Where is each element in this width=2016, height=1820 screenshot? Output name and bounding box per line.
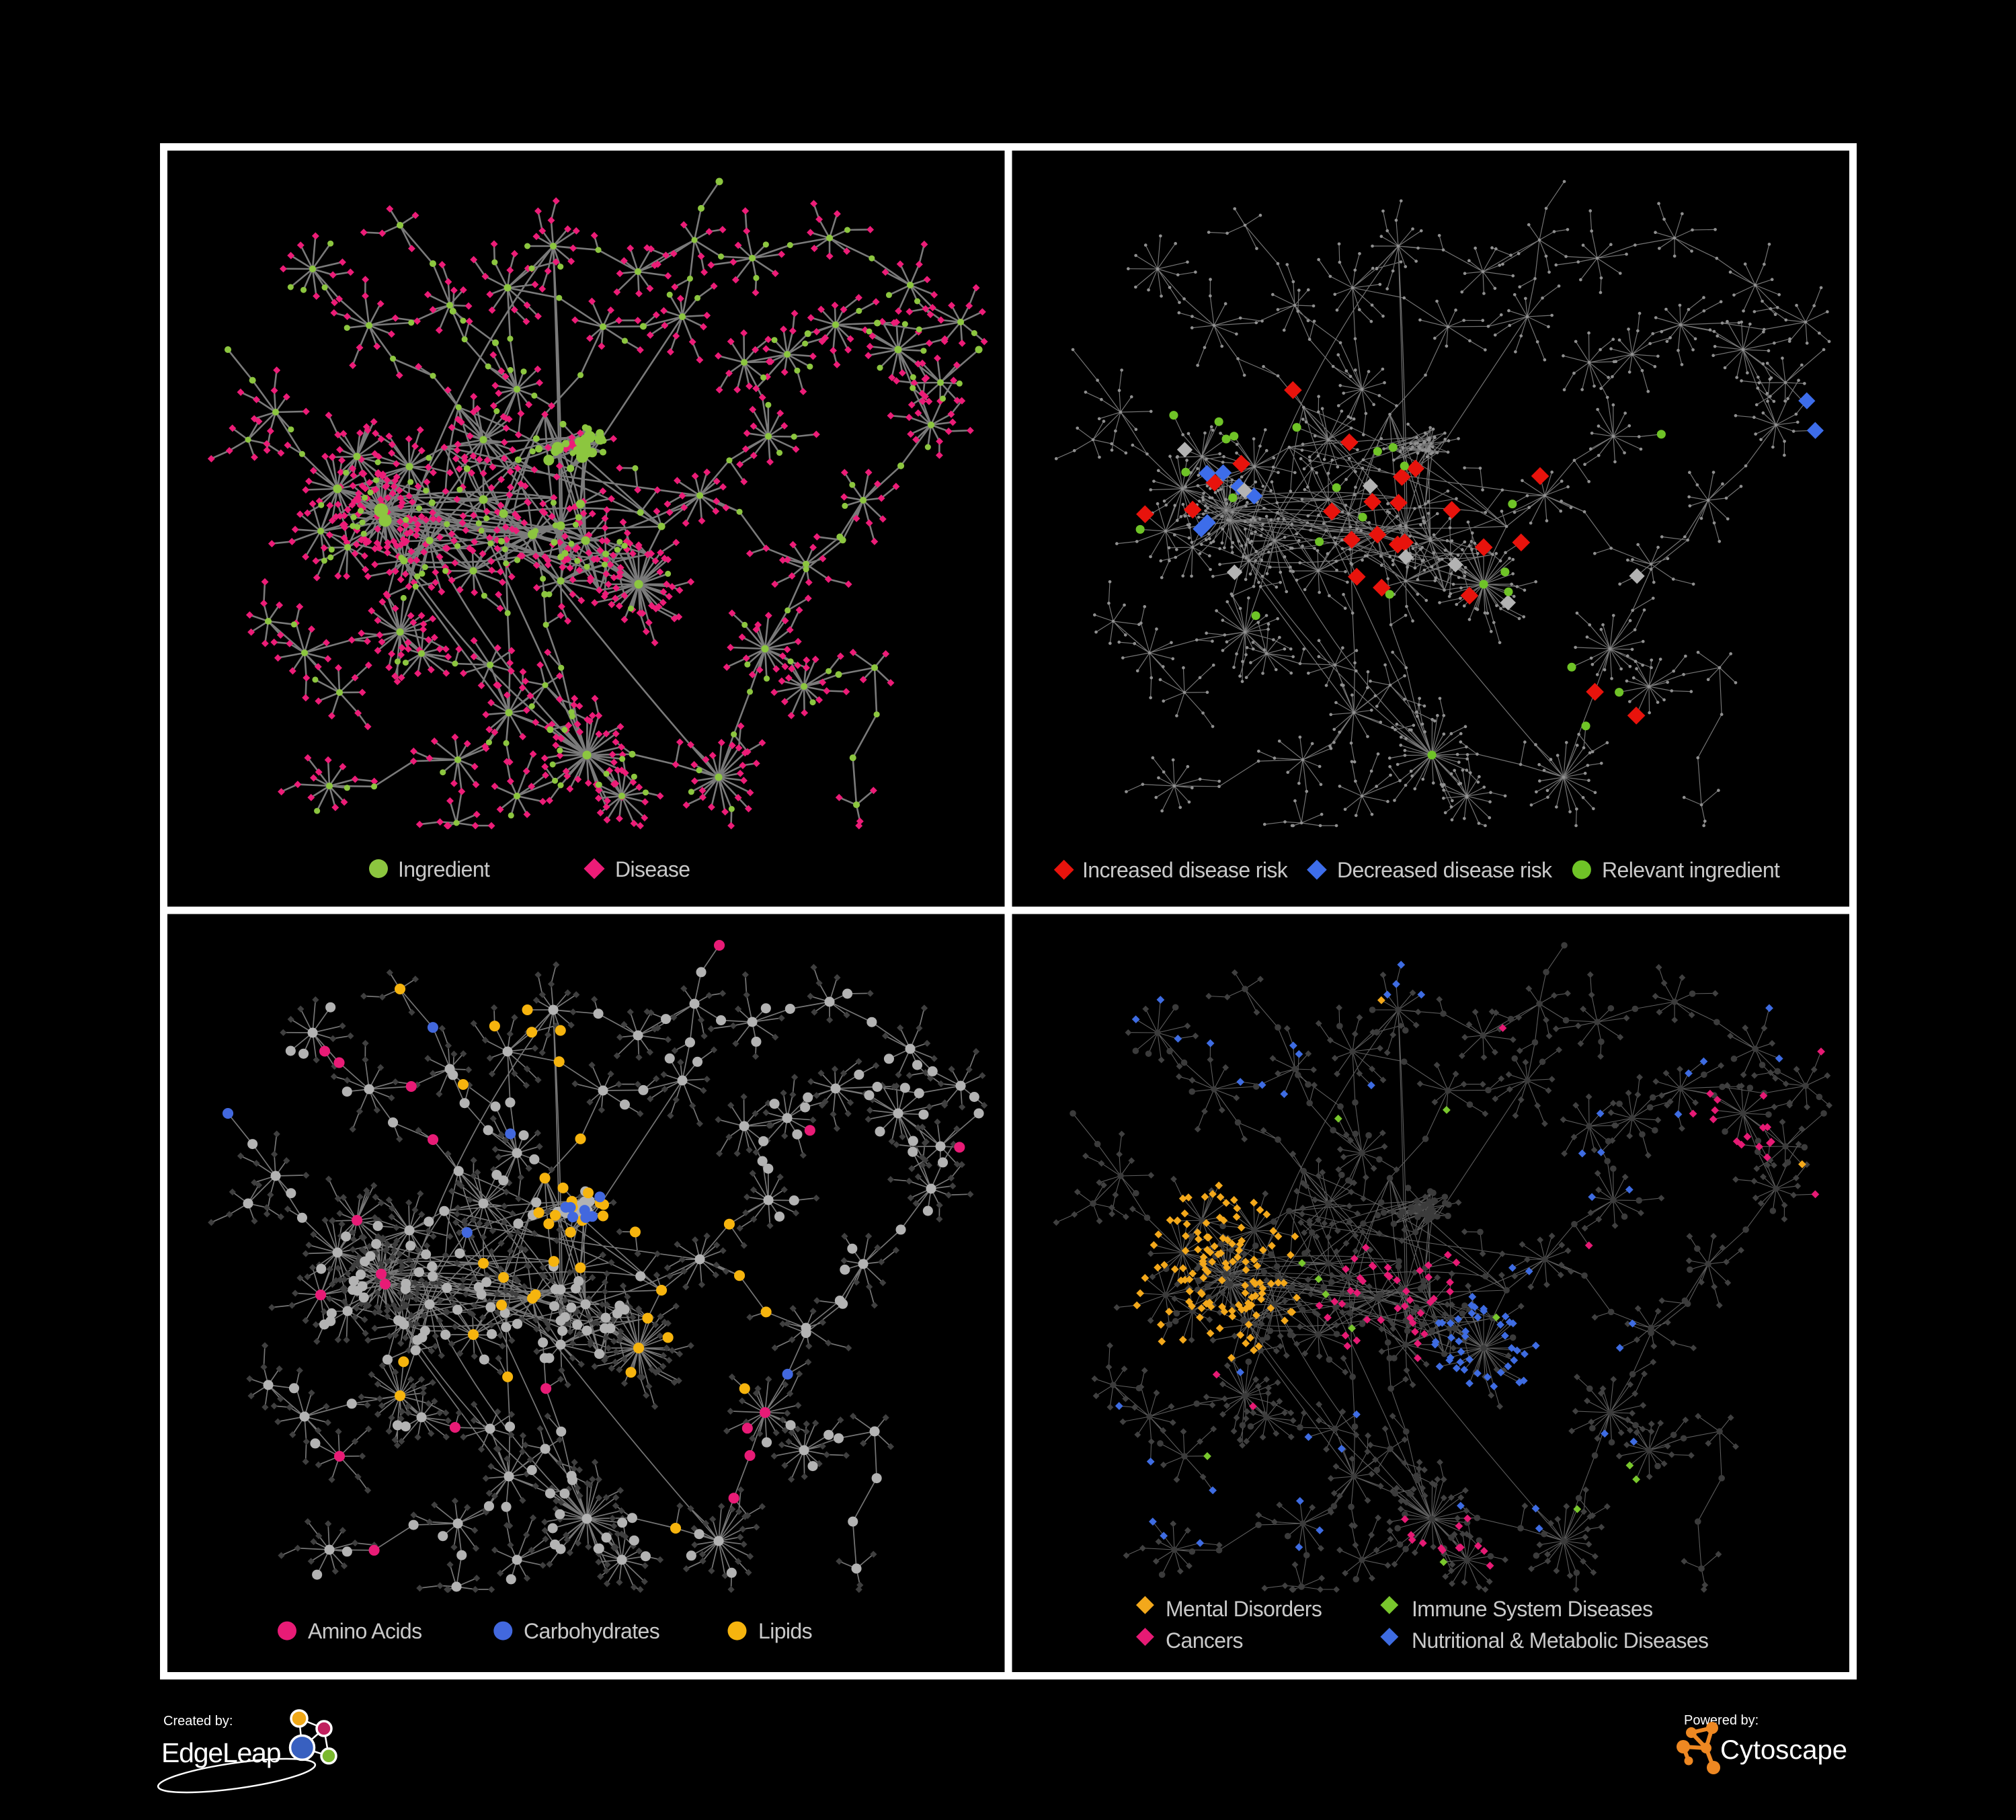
svg-text:Created by:: Created by: <box>163 1714 233 1729</box>
svg-text:Ingredient: Ingredient <box>398 857 490 881</box>
svg-text:Disease: Disease <box>615 857 690 881</box>
svg-text:Carbohydrates: Carbohydrates <box>524 1619 659 1643</box>
svg-text:Cancers: Cancers <box>1166 1628 1243 1653</box>
svg-text:Powered by:: Powered by: <box>1684 1713 1759 1728</box>
svg-text:Amino Acids: Amino Acids <box>308 1619 421 1643</box>
svg-text:Lipids: Lipids <box>758 1619 812 1643</box>
svg-text:Decreased disease risk: Decreased disease risk <box>1337 858 1553 882</box>
svg-text:Immune System Diseases: Immune System Diseases <box>1412 1597 1652 1621</box>
svg-text:Cytoscape: Cytoscape <box>1720 1735 1847 1765</box>
svg-text:Increased disease risk: Increased disease risk <box>1082 858 1289 882</box>
svg-text:Nutritional & Metabolic Diseas: Nutritional & Metabolic Diseases <box>1412 1628 1708 1653</box>
svg-text:Relevant ingredient: Relevant ingredient <box>1602 858 1780 882</box>
svg-text:Mental Disorders: Mental Disorders <box>1166 1597 1322 1621</box>
svg-text:EdgeLeap: EdgeLeap <box>161 1737 281 1768</box>
